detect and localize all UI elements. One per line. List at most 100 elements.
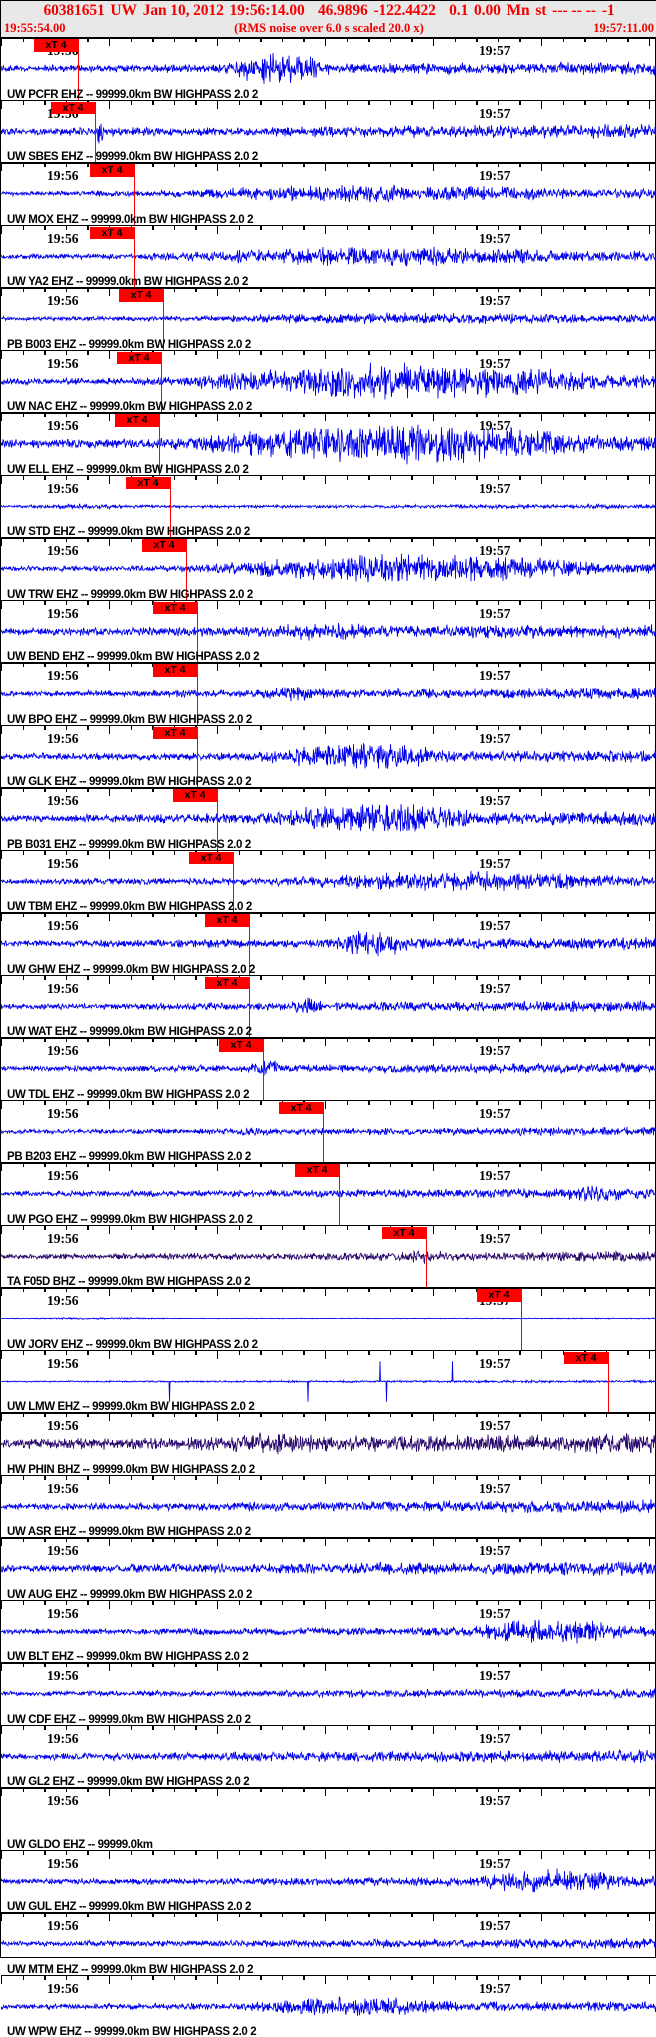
axis-minor-tick	[368, 225, 369, 230]
waveform	[1, 1859, 656, 1904]
channel-label[interactable]: UW MTM EHZ -- 99999.0km BW HIGHPASS 2.0 …	[7, 1964, 253, 1975]
channel-label[interactable]: UW GUL EHZ -- 99999.0km BW HIGHPASS 2.0 …	[7, 1901, 251, 1912]
axis-minor-tick	[368, 1537, 369, 1542]
channel-label[interactable]: UW GLK EHZ -- 99999.0km BW HIGHPASS 2.0 …	[7, 776, 251, 787]
axis-minor-tick	[174, 287, 175, 292]
channel-label[interactable]: UW WAT EHZ -- 99999.0km BW HIGHPASS 2.0 …	[7, 1026, 252, 1037]
axis-minor-tick	[23, 1600, 24, 1605]
channel-label[interactable]: UW PGO EHZ -- 99999.0km BW HIGHPASS 2.0 …	[7, 1214, 253, 1225]
axis-major-tick	[217, 787, 218, 796]
channel-label[interactable]: UW PCFR EHZ -- 99999.0km BW HIGHPASS 2.0…	[7, 89, 258, 100]
channel-label[interactable]: UW YA2 EHZ -- 99999.0km BW HIGHPASS 2.0 …	[7, 276, 248, 287]
channel-label[interactable]: UW JORV EHZ -- 99999.0km BW HIGHPASS 2.0…	[7, 1339, 258, 1350]
axis-baseline	[1, 1225, 656, 1227]
channel-label[interactable]: UW AUG EHZ -- 99999.0km BW HIGHPASS 2.0 …	[7, 1589, 252, 1600]
channel-label[interactable]: UW ELL EHZ -- 99999.0km BW HIGHPASS 2.0 …	[7, 464, 249, 475]
axis-major-tick	[649, 1037, 650, 1046]
axis-minor-tick	[476, 1850, 477, 1855]
channel-label[interactable]: PB B031 EHZ -- 99999.0km BW HIGHPASS 2.0…	[7, 839, 251, 850]
time-axis	[1, 600, 656, 609]
time-axis	[1, 1537, 656, 1546]
channel-label[interactable]: UW NAC EHZ -- 99999.0km BW HIGHPASS 2.0 …	[7, 401, 252, 412]
axis-major-tick	[649, 225, 650, 234]
channel-label[interactable]: UW LMW EHZ -- 99999.0km BW HIGHPASS 2.0 …	[7, 1401, 254, 1412]
channel-label[interactable]: UW MOX EHZ -- 99999.0km BW HIGHPASS 2.0 …	[7, 214, 253, 225]
axis-minor-tick	[563, 1475, 564, 1480]
axis-minor-tick	[411, 725, 412, 730]
axis-minor-tick	[174, 1412, 175, 1417]
channel-label[interactable]: UW GLDO EHZ -- 99999.0km	[7, 1839, 153, 1850]
channel-label[interactable]: HW PHIN BHZ -- 99999.0km BW HIGHPASS 2.0…	[7, 1464, 255, 1475]
axis-minor-tick	[368, 1412, 369, 1417]
axis-major-tick	[433, 1162, 434, 1171]
channel-label[interactable]: PB B203 EHZ -- 99999.0km BW HIGHPASS 2.0…	[7, 1151, 251, 1162]
channel-label[interactable]: UW STD EHZ -- 99999.0km BW HIGHPASS 2.0 …	[7, 526, 250, 537]
axis-minor-tick	[368, 600, 369, 605]
channel-label[interactable]: UW GHW EHZ -- 99999.0km BW HIGHPASS 2.0 …	[7, 964, 255, 975]
channel-label[interactable]: TA F05D BHZ -- 99999.0km BW HIGHPASS 2.0…	[7, 1276, 250, 1287]
channel-label[interactable]: UW TBM EHZ -- 99999.0km BW HIGHPASS 2.0 …	[7, 901, 252, 912]
channel-label[interactable]: UW BPO EHZ -- 99999.0km BW HIGHPASS 2.0 …	[7, 714, 252, 725]
axis-minor-tick	[44, 350, 45, 355]
axis-minor-tick	[282, 1037, 283, 1042]
axis-minor-tick	[23, 537, 24, 542]
channel-label[interactable]: UW TDL EHZ -- 99999.0km BW HIGHPASS 2.0 …	[7, 1089, 249, 1100]
axis-minor-tick	[44, 1225, 45, 1230]
axis-minor-tick	[563, 1600, 564, 1605]
channel-label[interactable]: UW BLT EHZ -- 99999.0km BW HIGHPASS 2.0 …	[7, 1651, 248, 1662]
axis-minor-tick	[563, 350, 564, 355]
channel-label[interactable]: UW WPW EHZ -- 99999.0km BW HIGHPASS 2.0 …	[7, 2026, 256, 2037]
channel-label[interactable]: UW CDF EHZ -- 99999.0km BW HIGHPASS 2.0 …	[7, 1714, 251, 1725]
time-axis	[1, 1475, 656, 1484]
channel-label[interactable]: UW TRW EHZ -- 99999.0km BW HIGHPASS 2.0 …	[7, 589, 253, 600]
channel-label[interactable]: UW SBES EHZ -- 99999.0km BW HIGHPASS 2.0…	[7, 151, 258, 162]
axis-minor-tick	[303, 1475, 304, 1480]
channel-label[interactable]: UW GL2 EHZ -- 99999.0km BW HIGHPASS 2.0 …	[7, 1776, 249, 1787]
channel-label[interactable]: UW BEND EHZ -- 99999.0km BW HIGHPASS 2.0…	[7, 651, 259, 662]
axis-minor-tick	[131, 787, 132, 792]
axis-minor-tick	[498, 1850, 499, 1855]
axis-minor-tick	[260, 725, 261, 730]
axis-minor-tick	[131, 412, 132, 417]
axis-major-tick	[433, 1412, 434, 1421]
axis-minor-tick	[195, 912, 196, 917]
channel-label[interactable]: UW ASR EHZ -- 99999.0km BW HIGHPASS 2.0 …	[7, 1526, 251, 1537]
axis-minor-tick	[282, 725, 283, 730]
axis-minor-tick	[44, 1100, 45, 1105]
axis-minor-tick	[44, 1162, 45, 1167]
time-axis	[1, 1787, 656, 1796]
channel-label[interactable]: PB B003 EHZ -- 99999.0km BW HIGHPASS 2.0…	[7, 339, 251, 350]
